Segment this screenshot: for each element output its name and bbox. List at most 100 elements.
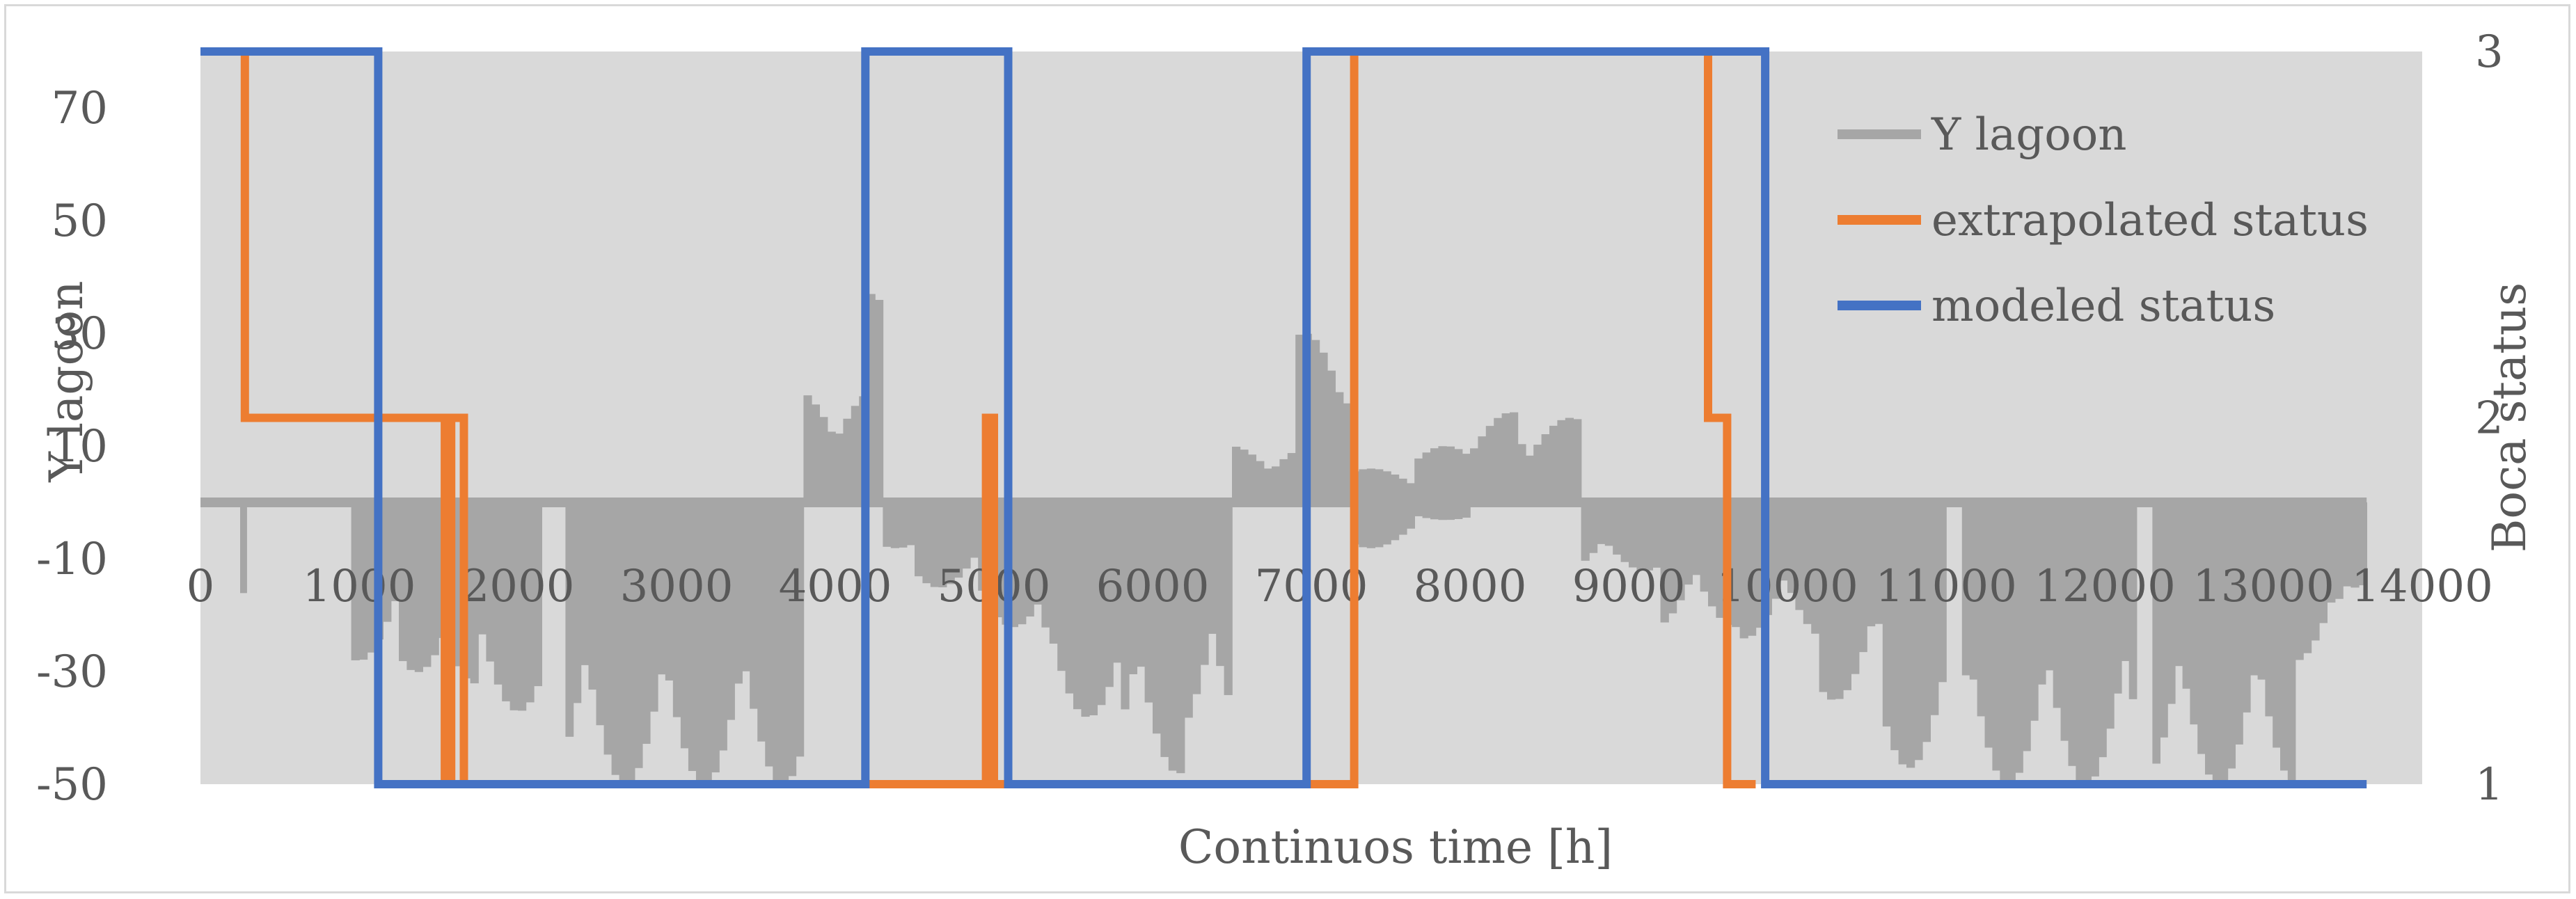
x-tick-label: 13000	[2192, 561, 2334, 612]
y-lagoon-bar	[1256, 461, 1265, 503]
y-lagoon-bar	[1660, 502, 1669, 623]
x-axis-title: Continuos time [h]	[1178, 820, 1613, 874]
y-lagoon-bar	[1105, 502, 1114, 687]
y-lagoon-bar	[1414, 458, 1423, 516]
x-tick-label: 2000	[461, 561, 575, 612]
y-lagoon-bar	[1992, 502, 2001, 771]
y-lagoon-bar	[2257, 502, 2266, 680]
y-lagoon-bar	[1851, 502, 1860, 674]
y-lagoon-bar	[1430, 448, 1439, 520]
y-lagoon-bar	[1065, 502, 1074, 694]
y-lagoon-bar	[2007, 502, 2016, 784]
y-lagoon-bar	[533, 502, 542, 687]
y-lagoon-bar	[1200, 502, 1209, 665]
y-lagoon-bar	[1842, 502, 1851, 690]
y-lagoon-bar	[2076, 502, 2085, 781]
y-lagoon-bar	[970, 502, 979, 558]
y-lagoon-bar	[1684, 502, 1693, 585]
y-lagoon-bar	[1240, 450, 1249, 503]
y-lagoon-bar	[2220, 502, 2229, 783]
y-lagoon-bar	[819, 417, 828, 503]
y-lagoon-bar	[1041, 502, 1050, 628]
x-tick-label: 11000	[1875, 561, 2017, 612]
y-lagoon-bar	[1073, 502, 1082, 710]
y-lagoon-bar	[954, 502, 963, 578]
y-lagoon-bar	[1922, 502, 1931, 742]
y-lagoon-bar	[1771, 502, 1780, 599]
y-lagoon-bar	[665, 502, 674, 681]
y-lagoon-bar	[1168, 502, 1177, 771]
y-lagoon-bar	[580, 502, 590, 665]
y-lagoon-bar	[502, 502, 511, 701]
y-lagoon-bar	[1097, 502, 1106, 706]
y-lagoon-bar	[1438, 446, 1447, 520]
y-lagoon-bar	[2060, 502, 2069, 741]
x-tick-label: 7000	[1255, 561, 1368, 612]
y-lagoon-bar	[1525, 455, 1534, 503]
y-lagoon-bar	[1153, 502, 1162, 734]
y-lagoon-bar	[1391, 475, 1400, 541]
y-lagoon-bar	[1478, 436, 1487, 503]
y-lagoon-bar	[2160, 502, 2168, 738]
y-lagoon-bar	[1335, 392, 1344, 503]
y-lagoon-bar	[1565, 417, 1574, 503]
y-lagoon-bar	[2343, 502, 2352, 587]
y2-tick-label: 1	[2475, 759, 2504, 811]
y-lagoon-bar	[1827, 502, 1836, 700]
y-lagoon-bar	[619, 502, 628, 785]
y-lagoon-bar	[634, 502, 643, 768]
y-lagoon-bar	[1295, 334, 1304, 503]
y-lagoon-bar	[719, 502, 727, 751]
y-lagoon-bar	[1898, 502, 1907, 765]
x-tick-label: 14000	[2351, 561, 2493, 612]
y-lagoon-bar	[1263, 468, 1272, 503]
y-lagoon-bar	[2023, 502, 2031, 751]
status-series	[200, 47, 2367, 788]
y-lagoon-bar	[359, 502, 368, 660]
y-lagoon-bar	[649, 502, 658, 712]
y-lagoon-bar	[565, 502, 574, 737]
y-lagoon-bar	[899, 502, 908, 548]
y-lagoon-bar	[2128, 502, 2138, 699]
y-lagoon-bar	[596, 502, 605, 726]
x-tick-label: 0	[187, 561, 215, 612]
y-lagoon-bar	[1176, 502, 1185, 774]
y-lagoon-bar	[1454, 449, 1463, 519]
y-lagoon-bar	[2265, 502, 2273, 717]
x-tick-labels: 0 1000 2000 3000 4000 5000 6000 7000 8000 9000 100…	[187, 561, 2493, 612]
y-lagoon-bar	[1573, 419, 1582, 503]
y-lagoon-bar	[1049, 502, 1058, 644]
y-lagoon-bar	[1795, 502, 1804, 610]
x-tick-label: 8000	[1414, 561, 1527, 612]
y-lagoon-bar	[588, 502, 597, 690]
y-lagoon-bar	[1541, 434, 1550, 503]
y-tick-label: 30	[52, 308, 108, 360]
modeled-status-line	[200, 47, 2367, 788]
y-lagoon-bar	[1327, 370, 1336, 503]
y-lagoon-bar	[1382, 471, 1391, 545]
y-lagoon-bar	[1081, 502, 1090, 717]
x-tick-label: 10000	[1716, 561, 1858, 612]
y-lagoon-bar	[1517, 444, 1526, 503]
y-lagoon-bar	[2045, 502, 2054, 671]
y-lagoon-bar	[1216, 502, 1225, 667]
y-lagoon-bar	[1589, 502, 1598, 553]
y-tick-label: 10	[52, 421, 108, 472]
y-lagoon-bar	[1644, 502, 1653, 571]
y-lagoon-bar	[642, 502, 651, 745]
x-tick-label: 1000	[303, 561, 416, 612]
y-lagoon-bar	[711, 502, 720, 773]
y-lagoon-bar	[1224, 502, 1233, 695]
legend-label-y-lagoon: Y lagoon	[1931, 109, 2126, 161]
y-lagoon-bar	[367, 502, 376, 653]
y-lagoon-bar	[1938, 502, 1947, 683]
y-lagoon-bar	[1811, 502, 1820, 634]
y-tick-label: -30	[36, 646, 108, 698]
y-lagoon-bar	[1208, 502, 1217, 634]
y-lagoon-bar	[765, 502, 774, 767]
y-lagoon-bar	[657, 502, 666, 675]
extrapolated-status-line	[200, 47, 1756, 788]
y-lagoon-bar	[938, 502, 947, 588]
y-lagoon-bar	[915, 502, 924, 577]
